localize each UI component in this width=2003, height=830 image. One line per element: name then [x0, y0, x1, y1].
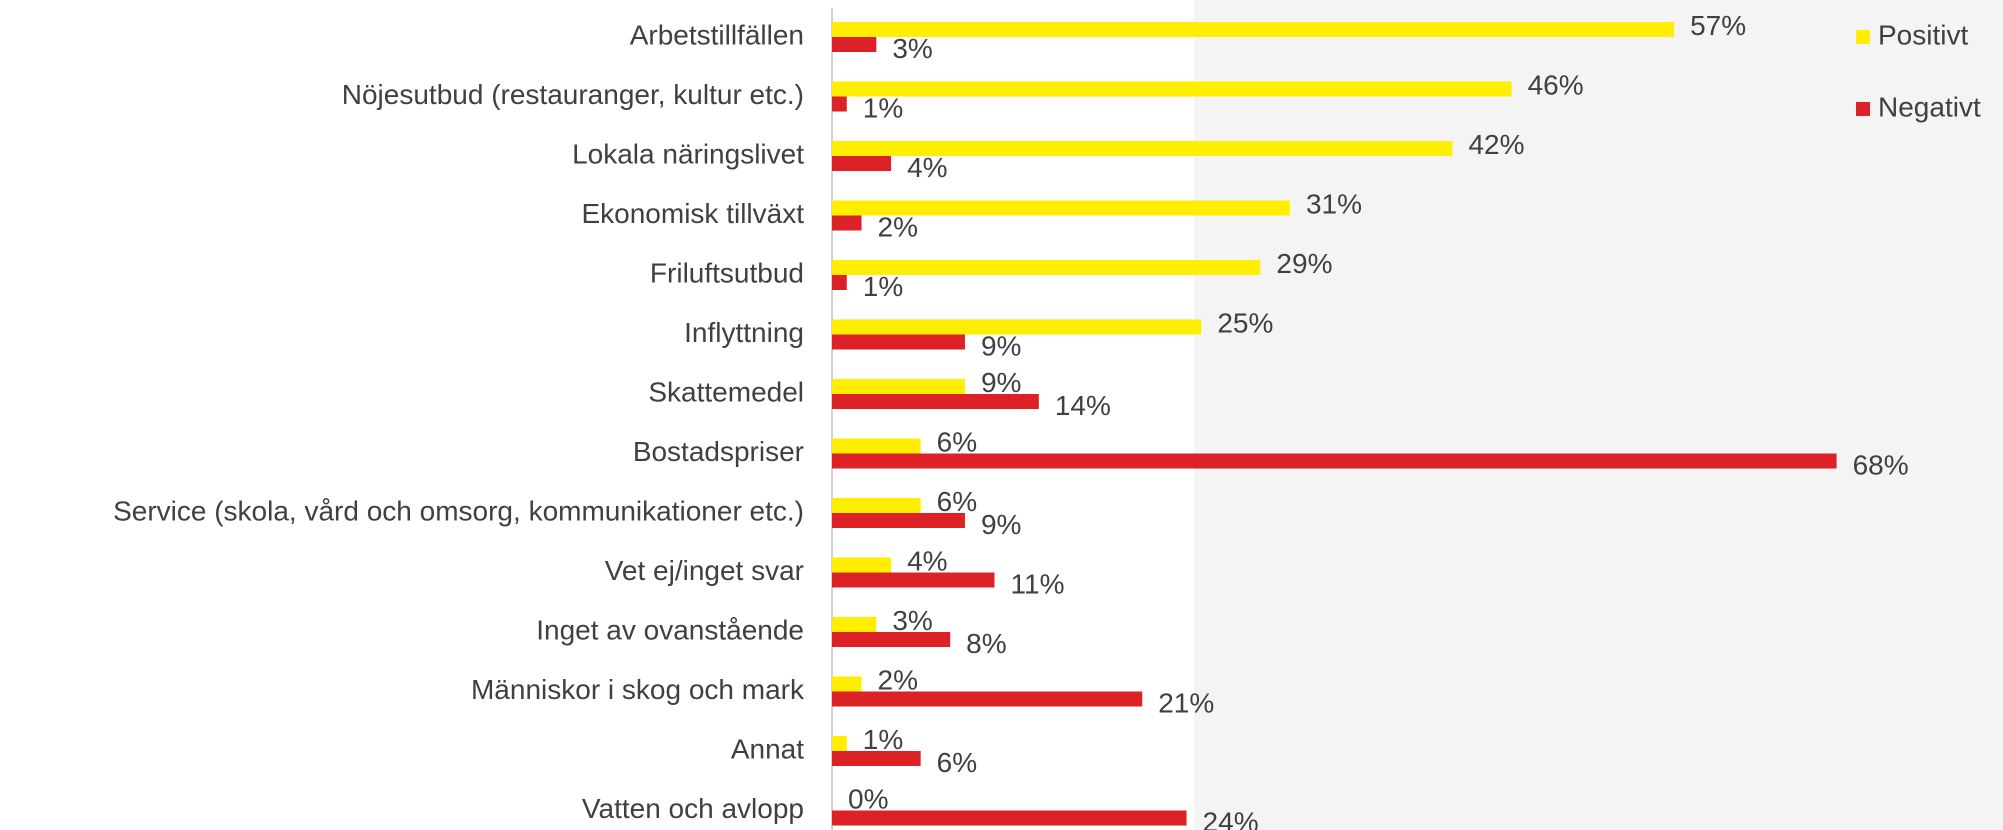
data-label: 31%	[1306, 188, 1362, 219]
y-tick-label: Skattemedel	[648, 376, 804, 407]
data-label: 6%	[937, 747, 977, 778]
data-label: 2%	[878, 211, 918, 242]
bar	[832, 275, 847, 290]
data-label: 21%	[1158, 687, 1214, 718]
y-tick-label: Vatten och avlopp	[582, 793, 804, 824]
bar	[832, 96, 847, 112]
data-label: 25%	[1217, 307, 1273, 338]
data-label: 8%	[966, 628, 1006, 659]
data-label: 68%	[1853, 449, 1909, 480]
legend-swatch	[1856, 30, 1870, 44]
data-label: 3%	[892, 605, 932, 636]
data-label: 11%	[1011, 568, 1065, 599]
bar	[832, 617, 877, 632]
bar	[832, 438, 921, 454]
bar	[832, 810, 1187, 826]
y-tick-label: Bostadspriser	[633, 436, 804, 467]
data-label: 6%	[937, 426, 977, 457]
bar	[832, 81, 1512, 97]
data-label: 46%	[1528, 69, 1584, 100]
bar	[832, 22, 1675, 37]
data-label: 42%	[1468, 129, 1524, 160]
data-label: 0%	[848, 783, 888, 814]
data-label: 24%	[1203, 806, 1259, 830]
y-tick-label: Lokala näringslivet	[572, 138, 804, 169]
bar	[832, 394, 1039, 409]
data-label: 9%	[981, 509, 1021, 540]
data-label: 3%	[892, 33, 932, 64]
bar	[832, 498, 921, 513]
bar	[832, 632, 951, 647]
data-label: 1%	[863, 724, 903, 755]
data-label: 1%	[863, 271, 903, 302]
bar	[832, 156, 892, 171]
data-label: 9%	[981, 367, 1021, 398]
bar	[832, 736, 847, 751]
y-tick-label: Nöjesutbud (restauranger, kultur etc.)	[342, 79, 804, 110]
data-label: 4%	[907, 152, 947, 183]
y-tick-label: Friluftsutbud	[650, 257, 804, 288]
bar	[832, 141, 1453, 156]
bar	[832, 751, 921, 766]
y-tick-label: Människor i skog och mark	[471, 674, 805, 705]
legend-swatch	[1856, 102, 1870, 116]
y-tick-label: Inflyttning	[684, 317, 804, 348]
data-label: 6%	[937, 486, 977, 517]
y-tick-label: Arbetstillfällen	[630, 19, 804, 50]
bar	[832, 557, 892, 573]
y-tick-label: Ekonomisk tillväxt	[581, 198, 804, 229]
bar	[832, 379, 965, 394]
data-label: 29%	[1276, 248, 1332, 279]
bar	[832, 572, 995, 588]
data-label: 4%	[907, 545, 947, 576]
data-label: 14%	[1055, 390, 1111, 421]
bar	[832, 215, 862, 231]
data-label: 1%	[863, 92, 903, 123]
bar	[832, 319, 1202, 335]
data-label: 2%	[878, 664, 918, 695]
data-label: 9%	[981, 330, 1021, 361]
bar	[832, 334, 965, 350]
y-tick-label: Annat	[731, 733, 804, 764]
legend-label: Positivt	[1878, 19, 1968, 50]
bar	[832, 200, 1290, 216]
bar	[832, 691, 1143, 707]
y-tick-label: Inget av ovanstående	[536, 614, 804, 645]
bar	[832, 676, 862, 692]
legend-label: Negativt	[1878, 91, 1981, 122]
bar	[832, 260, 1261, 275]
y-tick-label: Service (skola, vård och omsorg, kommuni…	[113, 495, 804, 526]
bar	[832, 453, 1837, 469]
bar	[832, 37, 877, 52]
bar	[832, 513, 965, 528]
y-tick-label: Vet ej/inget svar	[605, 555, 804, 586]
data-label: 57%	[1690, 10, 1746, 41]
plot-background	[1194, 0, 2003, 830]
